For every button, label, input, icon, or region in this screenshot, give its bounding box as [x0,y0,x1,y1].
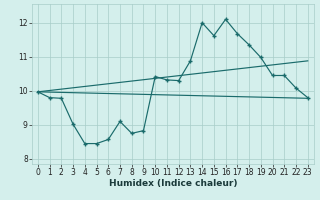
X-axis label: Humidex (Indice chaleur): Humidex (Indice chaleur) [108,179,237,188]
